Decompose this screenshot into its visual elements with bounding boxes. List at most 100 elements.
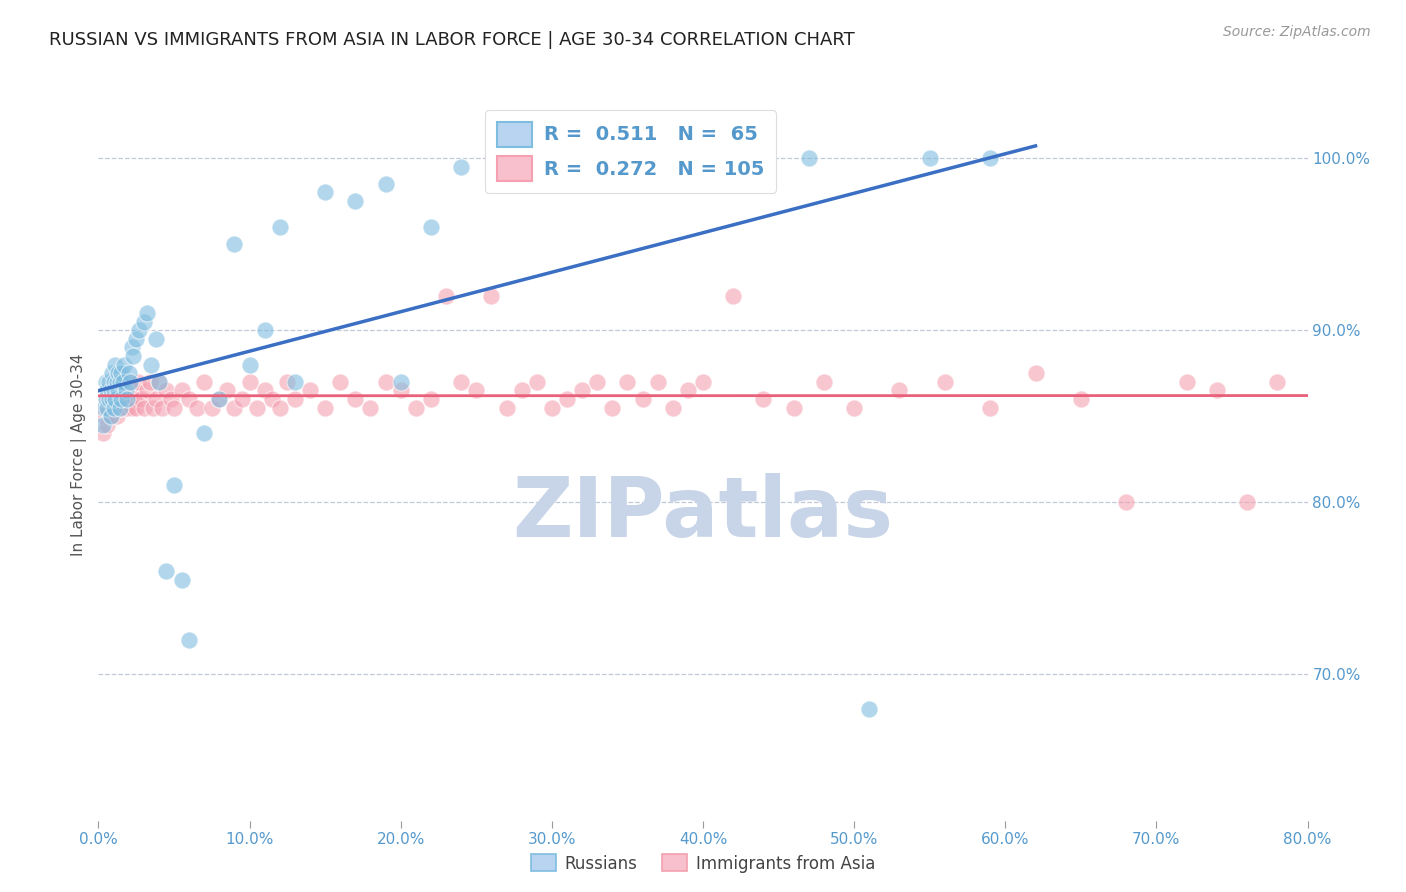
Point [344,194,367,208]
Point [96,384,118,398]
Point [692,375,714,389]
Point [98,392,121,406]
Point [93,401,115,415]
Point [661,401,683,415]
Point [111,375,134,389]
Point [98,375,121,389]
Point [979,151,1001,165]
Point [163,478,186,492]
Point [125,401,148,415]
Point [186,401,208,415]
Legend: Russians, Immigrants from Asia: Russians, Immigrants from Asia [524,847,882,880]
Point [586,375,609,389]
Point [269,401,291,415]
Point [481,289,503,303]
Point [127,375,149,389]
Point [132,314,155,328]
Point [110,366,132,380]
Point [276,375,298,389]
Point [374,177,396,191]
Point [91,417,114,432]
Point [112,358,135,372]
Point [676,384,699,398]
Point [155,564,177,578]
Point [105,409,128,424]
Point [107,384,129,398]
Point [193,375,215,389]
Point [284,392,307,406]
Point [108,375,131,389]
Point [239,375,262,389]
Point [571,384,593,398]
Point [571,151,593,165]
Point [1357,384,1379,398]
Point [979,401,1001,415]
Point [253,384,276,398]
Point [647,375,669,389]
Point [647,151,669,165]
Point [889,384,911,398]
Point [115,392,138,406]
Point [797,151,820,165]
Point [98,401,121,415]
Legend: R =  0.511   N =  65, R =  0.272   N = 105: R = 0.511 N = 65, R = 0.272 N = 105 [485,110,776,193]
Point [120,375,142,389]
Point [752,392,775,406]
Point [101,401,124,415]
Point [1115,495,1137,509]
Point [104,358,127,372]
Point [246,401,269,415]
Point [115,401,138,415]
Point [1267,375,1289,389]
Point [135,306,157,320]
Point [1236,495,1258,509]
Point [96,417,118,432]
Point [389,384,412,398]
Point [434,289,457,303]
Point [100,409,122,424]
Point [114,384,136,398]
Point [155,384,177,398]
Point [193,426,215,441]
Point [510,151,533,165]
Point [253,323,276,337]
Text: Source: ZipAtlas.com: Source: ZipAtlas.com [1223,25,1371,39]
Point [118,392,141,406]
Point [101,392,124,406]
Point [103,384,125,398]
Point [107,366,129,380]
Point [314,186,336,200]
Point [91,426,114,441]
Point [344,392,367,406]
Point [111,401,134,415]
Point [813,375,835,389]
Point [139,375,162,389]
Point [450,160,472,174]
Point [145,332,167,346]
Point [540,401,562,415]
Point [723,289,745,303]
Point [231,392,253,406]
Point [918,151,941,165]
Point [450,375,472,389]
Point [170,384,193,398]
Point [110,401,132,415]
Point [179,632,201,647]
Point [602,401,624,415]
Point [94,392,117,406]
Point [420,392,443,406]
Point [122,349,145,363]
Point [105,392,128,406]
Point [122,384,145,398]
Point [160,392,183,406]
Point [101,366,124,380]
Point [148,375,170,389]
Point [1312,392,1334,406]
Point [783,401,806,415]
Point [103,375,125,389]
Point [121,401,143,415]
Point [103,375,125,389]
Point [125,332,148,346]
Point [93,409,115,424]
Point [135,384,157,398]
